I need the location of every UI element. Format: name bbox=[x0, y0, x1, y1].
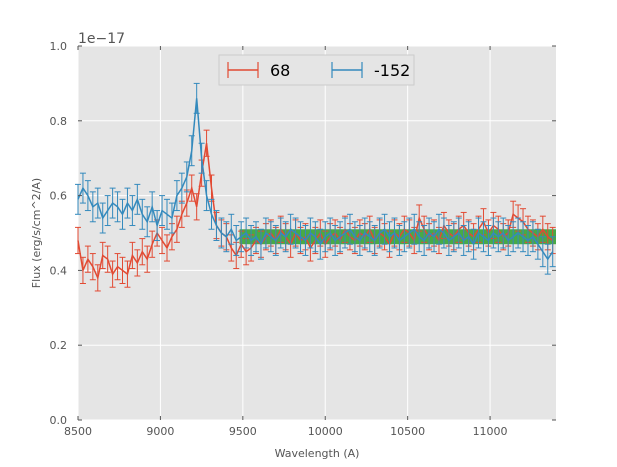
axis-ticks: 8500 9000 9500 10000 10500 11000 0.0 0.2 0.4 0.6 0… bbox=[50, 40, 556, 438]
series-line bbox=[77, 98, 554, 261]
y-tick-label: 0.8 bbox=[50, 115, 68, 128]
x-tick-label: 9500 bbox=[229, 425, 257, 438]
series-layer bbox=[75, 82, 556, 292]
y-tick-label: 0.4 bbox=[50, 264, 68, 277]
x-tick-label: 8500 bbox=[64, 425, 92, 438]
y-tick-label: 0.6 bbox=[50, 190, 68, 203]
y-tick-label: 1.0 bbox=[50, 40, 68, 53]
x-tick-label: 11000 bbox=[473, 425, 508, 438]
x-tick-label: 10500 bbox=[390, 425, 425, 438]
series-2 bbox=[75, 82, 556, 275]
legend-label: 68 bbox=[270, 61, 290, 80]
y-offset-label: 1e−17 bbox=[78, 31, 125, 47]
legend-entries: 68 -152 bbox=[227, 61, 410, 80]
x-tick-label: 9000 bbox=[146, 425, 174, 438]
y-axis-label: Flux (erg/s/cm^2/A) bbox=[30, 178, 43, 288]
x-axis-label: Wavelength (A) bbox=[275, 447, 360, 460]
x-tick-label: 10000 bbox=[308, 425, 343, 438]
legend: 68 -152 bbox=[218, 54, 415, 86]
y-tick-label: 0.2 bbox=[50, 339, 68, 352]
y-tick-label: 0.0 bbox=[50, 414, 68, 427]
legend-entry-1: 68 bbox=[227, 61, 290, 80]
legend-label: -152 bbox=[374, 61, 410, 80]
legend-entry-2: -152 bbox=[331, 61, 410, 80]
